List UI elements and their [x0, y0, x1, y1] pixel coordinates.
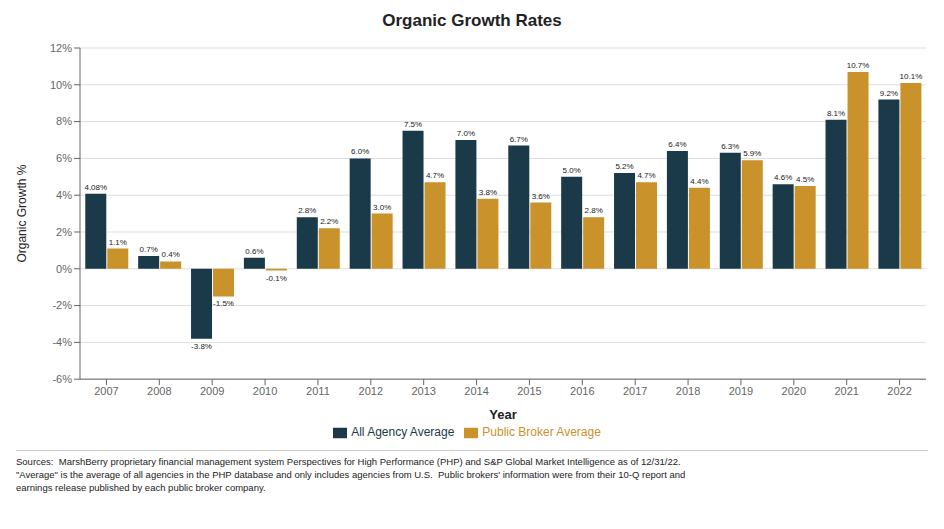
svg-text:6.0%: 6.0%: [351, 147, 369, 156]
html-text:Sources: MarshBerry proprietar: Sources: MarshBerry proprietary financia…: [16, 456, 681, 467]
svg-text:2.8%: 2.8%: [298, 206, 316, 215]
svg-text:2010: 2010: [253, 385, 277, 397]
svg-text:4.7%: 4.7%: [637, 171, 655, 180]
html-text:earnings release published by: earnings release published by each publi…: [16, 482, 266, 493]
svg-text:6.7%: 6.7%: [510, 135, 528, 144]
svg-text:2022: 2022: [887, 385, 911, 397]
svg-text:9.2%: 9.2%: [880, 89, 898, 98]
svg-text:4.4%: 4.4%: [690, 177, 708, 186]
svg-text:6.4%: 6.4%: [668, 140, 686, 149]
svg-text:0%: 0%: [56, 263, 72, 275]
svg-text:8.1%: 8.1%: [827, 109, 845, 118]
svg-text:7.5%: 7.5%: [404, 120, 422, 129]
svg-text:-6%: -6%: [52, 373, 72, 385]
html-text:Organic Growth Rates: Organic Growth Rates: [382, 11, 562, 30]
html-text:All Agency Average: All Agency Average: [351, 425, 455, 440]
svg-text:2020: 2020: [782, 385, 806, 397]
svg-text:2009: 2009: [200, 385, 224, 397]
svg-text:2016: 2016: [570, 385, 594, 397]
svg-text:3.8%: 3.8%: [479, 188, 497, 197]
svg-text:2011: 2011: [306, 385, 330, 397]
svg-text:2007: 2007: [94, 385, 118, 397]
svg-text:2021: 2021: [834, 385, 858, 397]
svg-text:2013: 2013: [411, 385, 435, 397]
svg-text:Organic Growth %: Organic Growth %: [15, 164, 29, 262]
svg-text:Year: Year: [489, 407, 516, 422]
svg-text:10.7%: 10.7%: [847, 61, 870, 70]
svg-text:2.2%: 2.2%: [320, 217, 338, 226]
svg-text:-0.1%: -0.1%: [266, 274, 287, 283]
svg-text:1.1%: 1.1%: [109, 238, 127, 247]
svg-text:6%: 6%: [56, 152, 72, 164]
svg-text:2019: 2019: [729, 385, 753, 397]
svg-text:5.2%: 5.2%: [615, 162, 633, 171]
svg-text:2017: 2017: [623, 385, 647, 397]
svg-text:7.0%: 7.0%: [457, 129, 475, 138]
svg-text:3.6%: 3.6%: [532, 192, 550, 201]
svg-text:0.7%: 0.7%: [140, 245, 158, 254]
svg-text:2015: 2015: [517, 385, 541, 397]
svg-text:12%: 12%: [50, 42, 72, 54]
svg-text:2008: 2008: [147, 385, 171, 397]
svg-text:2018: 2018: [676, 385, 700, 397]
svg-text:2012: 2012: [359, 385, 383, 397]
svg-text:5.9%: 5.9%: [743, 149, 761, 158]
svg-text:3.0%: 3.0%: [373, 203, 391, 212]
svg-text:0.6%: 0.6%: [245, 247, 263, 256]
svg-text:0.4%: 0.4%: [162, 250, 180, 259]
html-text:"Average" is the average of al: "Average" is the average of all agencies…: [16, 469, 686, 480]
svg-text:4%: 4%: [56, 189, 72, 201]
svg-text:-1.5%: -1.5%: [213, 299, 234, 308]
svg-text:4.08%: 4.08%: [84, 183, 107, 192]
svg-text:2014: 2014: [464, 385, 488, 397]
svg-text:4.5%: 4.5%: [796, 175, 814, 184]
svg-text:10%: 10%: [50, 79, 72, 91]
svg-text:8%: 8%: [56, 115, 72, 127]
svg-text:5.0%: 5.0%: [563, 166, 581, 175]
svg-text:-3.8%: -3.8%: [191, 342, 212, 351]
svg-text:6.3%: 6.3%: [721, 142, 739, 151]
html-text:Public Broker Average: Public Broker Average: [482, 425, 601, 440]
svg-text:2%: 2%: [56, 226, 72, 238]
svg-text:10.1%: 10.1%: [900, 72, 923, 81]
svg-text:4.6%: 4.6%: [774, 173, 792, 182]
svg-text:4.7%: 4.7%: [426, 171, 444, 180]
svg-text:-2%: -2%: [52, 299, 72, 311]
svg-text:-4%: -4%: [52, 336, 72, 348]
svg-text:2.8%: 2.8%: [585, 206, 603, 215]
